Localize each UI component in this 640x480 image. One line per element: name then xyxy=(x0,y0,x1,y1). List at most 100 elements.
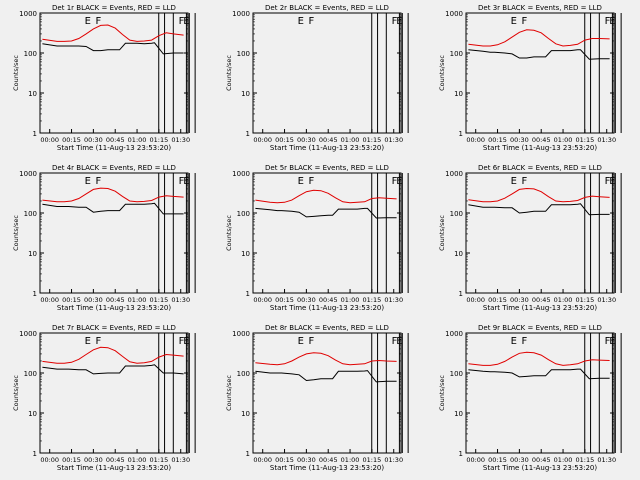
event-marker-label: F xyxy=(179,176,185,187)
x-tick-label: 00:45 xyxy=(106,136,125,144)
y-axis-label: Counts/sec xyxy=(438,55,446,91)
event-marker-label: F xyxy=(522,336,528,347)
event-marker-label: E xyxy=(609,176,615,187)
x-tick-label: 00:00 xyxy=(40,136,59,144)
event-marker-label: F xyxy=(179,336,185,347)
x-tick-label: 01:00 xyxy=(128,456,147,464)
x-tick-label: 00:30 xyxy=(510,136,529,144)
y-tick-label: 100 xyxy=(450,50,463,58)
x-tick-label: 00:15 xyxy=(488,296,507,304)
x-tick-label: 01:15 xyxy=(576,456,595,464)
event-marker-label: E xyxy=(609,336,615,347)
x-tick-label: 00:00 xyxy=(253,296,272,304)
y-tick-label: 1 xyxy=(459,450,463,458)
event-marker-label: E xyxy=(511,176,517,187)
y-tick-label: 1000 xyxy=(445,330,463,338)
y-tick-label: 100 xyxy=(24,210,37,218)
event-marker-label: F xyxy=(392,16,398,27)
series-line xyxy=(42,24,184,42)
event-marker-label: E xyxy=(396,16,402,27)
x-tick-label: 00:45 xyxy=(319,456,338,464)
x-tick-label: 01:00 xyxy=(341,456,360,464)
y-tick-label: 100 xyxy=(450,370,463,378)
y-axis-label: Counts/sec xyxy=(438,375,446,411)
y-tick-label: 10 xyxy=(241,250,250,258)
x-tick-label: 01:15 xyxy=(363,136,382,144)
plot-frame xyxy=(465,172,615,294)
series-line xyxy=(468,187,610,203)
x-tick-label: 01:15 xyxy=(150,136,169,144)
series-line xyxy=(42,346,184,364)
event-marker-label: E xyxy=(511,336,517,347)
event-marker-label: F xyxy=(605,336,611,347)
plot-frame xyxy=(465,12,615,134)
x-axis-label: Start Time (11-Aug-13 23:53:20) xyxy=(57,304,171,312)
y-tick-label: 10 xyxy=(454,410,463,418)
x-tick-label: 01:15 xyxy=(150,296,169,304)
event-marker-label: E xyxy=(609,16,615,27)
x-tick-label: 00:45 xyxy=(319,296,338,304)
series-line xyxy=(468,368,610,380)
x-tick-label: 00:00 xyxy=(466,296,485,304)
y-tick-label: 10 xyxy=(241,90,250,98)
x-tick-label: 00:45 xyxy=(319,136,338,144)
y-tick-label: 1 xyxy=(459,290,463,298)
series-line xyxy=(42,42,184,55)
x-tick-label: 00:15 xyxy=(488,456,507,464)
panel-title: Det 9r BLACK = Events, RED = LLD xyxy=(478,324,602,332)
x-tick-label: 01:00 xyxy=(128,296,147,304)
plot-frame xyxy=(252,332,402,454)
x-tick-label: 00:30 xyxy=(297,456,316,464)
x-tick-label: 00:45 xyxy=(532,456,551,464)
x-tick-label: 00:00 xyxy=(466,456,485,464)
y-tick-label: 1 xyxy=(246,450,250,458)
event-marker-label: F xyxy=(96,16,102,27)
y-tick-label: 10 xyxy=(28,90,37,98)
x-tick-label: 01:30 xyxy=(384,456,403,464)
series-line xyxy=(42,364,184,375)
y-tick-label: 1 xyxy=(459,130,463,138)
x-tick-label: 01:15 xyxy=(363,296,382,304)
event-marker-label: E xyxy=(85,176,91,187)
event-marker-label: F xyxy=(309,16,315,27)
panel-title: Det 5r BLACK = Events, RED = LLD xyxy=(265,164,389,172)
series-line xyxy=(468,203,610,216)
x-axis-label: Start Time (11-Aug-13 23:53:20) xyxy=(483,464,597,472)
x-tick-label: 01:15 xyxy=(150,456,169,464)
x-tick-label: 01:15 xyxy=(576,136,595,144)
x-axis-label: Start Time (11-Aug-13 23:53:20) xyxy=(270,464,384,472)
x-tick-label: 00:45 xyxy=(106,456,125,464)
x-tick-label: 00:00 xyxy=(253,456,272,464)
event-marker-label: F xyxy=(522,16,528,27)
event-marker-label: F xyxy=(96,176,102,187)
y-tick-label: 1 xyxy=(33,450,37,458)
x-tick-label: 01:00 xyxy=(554,296,573,304)
x-tick-label: 01:00 xyxy=(128,136,147,144)
panel-title: Det 3r BLACK = Events, RED = LLD xyxy=(478,4,602,12)
x-tick-label: 00:30 xyxy=(510,296,529,304)
event-marker-label: E xyxy=(183,336,189,347)
y-tick-label: 100 xyxy=(237,50,250,58)
event-marker-label: E xyxy=(396,336,402,347)
series-line xyxy=(255,352,397,366)
event-marker-label: F xyxy=(605,16,611,27)
x-tick-label: 00:00 xyxy=(40,296,59,304)
y-tick-label: 1000 xyxy=(445,10,463,18)
y-tick-label: 1000 xyxy=(19,10,37,18)
event-marker-label: E xyxy=(85,336,91,347)
event-marker-label: F xyxy=(309,176,315,187)
y-tick-label: 100 xyxy=(237,370,250,378)
plot-frame xyxy=(252,172,402,294)
x-tick-label: 00:00 xyxy=(40,456,59,464)
x-tick-label: 00:45 xyxy=(106,296,125,304)
plot-frame xyxy=(465,332,615,454)
y-tick-label: 1000 xyxy=(19,330,37,338)
y-tick-label: 10 xyxy=(28,250,37,258)
x-tick-label: 00:15 xyxy=(62,296,81,304)
